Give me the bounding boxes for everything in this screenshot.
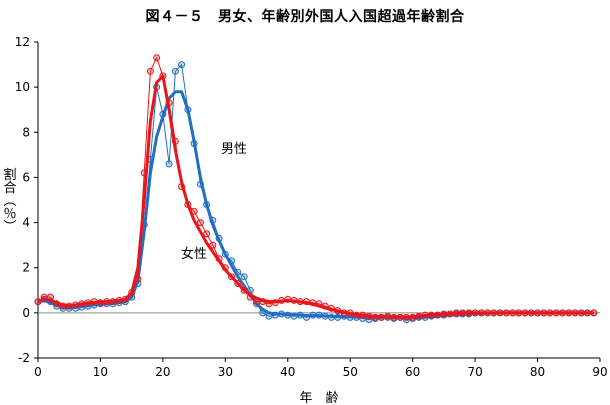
data-point	[171, 67, 179, 75]
y-tick-label: 8	[22, 125, 30, 139]
y-tick-label: 0	[22, 306, 30, 320]
series-trend-line	[37, 74, 594, 319]
x-tick-label: 0	[34, 365, 42, 379]
y-tick-label: 10	[15, 80, 30, 94]
data-point	[240, 273, 248, 281]
x-tick-label: 80	[530, 365, 545, 379]
series-male	[34, 61, 598, 324]
x-tick-label: 90	[592, 365, 607, 379]
data-point	[178, 61, 186, 69]
data-point	[203, 230, 211, 238]
x-tick-label: 10	[93, 365, 108, 379]
series-trend-line	[37, 90, 594, 320]
y-tick-label: 12	[15, 35, 30, 49]
y-axis-tick-labels: -2 0 2 4 6 8 10 12	[15, 35, 30, 365]
x-axis-label: 年 齢	[299, 391, 338, 405]
female-annotation: 女性	[181, 246, 207, 262]
y-tick-label: 4	[22, 216, 30, 230]
data-point	[153, 54, 161, 62]
series-raw-line	[37, 56, 594, 318]
series-layer	[34, 54, 598, 324]
y-tick-label: 2	[22, 261, 30, 275]
x-axis-tick-labels: 0 10 20 30 40 50 60 70 80 90	[34, 365, 607, 379]
series-raw-line	[37, 63, 594, 321]
male-annotation: 男性	[221, 142, 247, 157]
x-tick-label: 60	[405, 365, 420, 379]
chart-title: 図４－５ 男女、年齢別外国人入国超過年齢割合	[145, 9, 465, 25]
y-tick-label: -2	[18, 351, 30, 365]
data-point	[165, 160, 173, 168]
data-point	[146, 67, 154, 75]
series-female	[34, 54, 598, 321]
x-tick-label: 50	[343, 365, 358, 379]
y-axis-label: 割合（％）	[1, 167, 17, 233]
x-tick-label: 20	[155, 365, 170, 379]
data-point	[196, 219, 204, 227]
x-tick-label: 70	[467, 365, 482, 379]
x-tick-label: 40	[280, 365, 295, 379]
y-tick-label: 6	[22, 170, 30, 184]
x-tick-label: 30	[218, 365, 233, 379]
